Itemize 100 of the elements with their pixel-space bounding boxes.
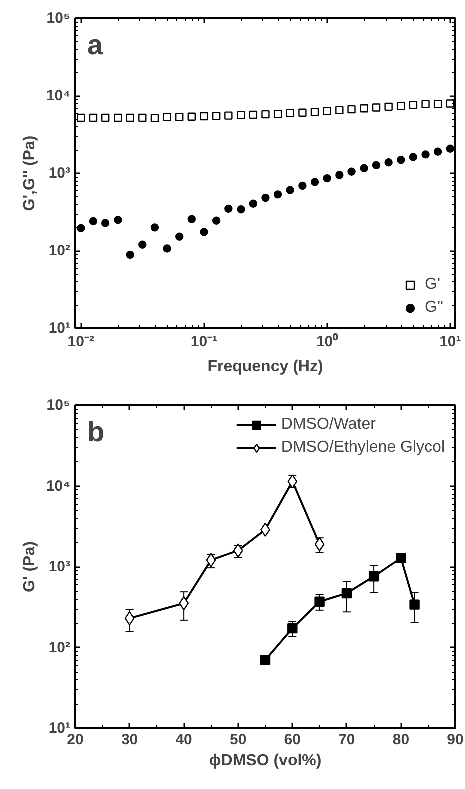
point — [126, 114, 134, 122]
point — [89, 114, 98, 122]
y-tick-label: 10⁵ — [46, 397, 71, 414]
point — [101, 114, 110, 122]
point — [188, 112, 196, 121]
point — [114, 216, 122, 224]
point — [434, 148, 442, 156]
annotation: a — [88, 30, 104, 60]
point — [288, 623, 298, 634]
point — [348, 105, 356, 114]
point — [360, 164, 368, 173]
point — [224, 112, 233, 120]
legend-label: DMSO/Ethylene Glycol — [281, 439, 445, 457]
point — [274, 190, 282, 199]
point — [384, 158, 393, 167]
x-tick-label: 40 — [176, 732, 192, 748]
point — [323, 107, 332, 116]
y-tick-label: 10² — [48, 242, 71, 260]
point — [422, 100, 430, 109]
y-axis-title: G' (Pa) — [21, 542, 38, 592]
legend-label: DMSO/Water — [281, 416, 376, 434]
point — [298, 182, 307, 190]
y-tick-label: 10⁵ — [46, 10, 71, 27]
point — [260, 655, 271, 666]
point — [310, 178, 320, 186]
x-tick-label: 20 — [67, 732, 84, 748]
legend-label: G' — [425, 276, 442, 294]
point — [138, 240, 147, 249]
point — [348, 168, 356, 176]
point — [150, 114, 160, 122]
point — [274, 110, 282, 118]
point — [360, 104, 368, 113]
point — [124, 611, 135, 626]
point — [310, 108, 320, 116]
point — [114, 114, 122, 122]
x-tick-label: 10¹ — [440, 334, 462, 350]
point — [237, 111, 246, 120]
point — [384, 102, 393, 112]
point — [372, 161, 381, 170]
point — [446, 144, 455, 153]
point — [397, 156, 406, 164]
point — [163, 244, 172, 253]
point — [368, 572, 380, 582]
point — [176, 113, 184, 122]
y-tick-label: 10⁴ — [46, 478, 71, 495]
point — [126, 250, 134, 260]
point — [262, 194, 270, 202]
y-tick-label: 10² — [48, 639, 71, 656]
legend-label: G'' — [425, 299, 445, 317]
x-tick-label: 70 — [338, 732, 356, 748]
point — [409, 153, 418, 162]
x-tick-label: 60 — [284, 732, 301, 748]
point — [163, 113, 172, 122]
point — [262, 110, 270, 119]
point — [101, 219, 110, 228]
x-tick-label: 80 — [392, 732, 410, 748]
point — [176, 232, 184, 241]
point — [298, 108, 307, 117]
point — [409, 101, 418, 110]
point — [200, 228, 208, 236]
point — [336, 171, 344, 180]
point — [138, 114, 147, 122]
point — [89, 217, 98, 226]
point — [77, 224, 86, 233]
x-tick-label: 10⁻¹ — [190, 334, 218, 350]
y-tick-label: 10³ — [48, 165, 71, 182]
x-tick-label: 90 — [447, 732, 464, 748]
y-tick-label: 10³ — [48, 558, 71, 576]
point — [422, 150, 430, 159]
point — [212, 216, 221, 225]
annotation: b — [88, 416, 105, 448]
point — [336, 106, 344, 114]
y-tick-label: 10⁴ — [46, 88, 71, 104]
point — [77, 114, 86, 122]
point — [286, 186, 294, 194]
point — [410, 600, 420, 610]
point — [314, 596, 325, 607]
x-tick-label: 30 — [121, 732, 138, 748]
point — [446, 100, 455, 108]
x-axis-title: ϕDMSO (vol%) — [209, 752, 322, 770]
point — [249, 110, 258, 120]
point — [179, 596, 190, 611]
x-tick-label: 50 — [230, 732, 247, 748]
point — [342, 588, 352, 599]
point — [434, 100, 442, 109]
point — [323, 174, 332, 183]
point — [397, 102, 406, 110]
x-tick-label: 10⁰ — [316, 332, 340, 350]
point — [224, 204, 233, 214]
point — [396, 553, 406, 564]
point — [188, 215, 196, 224]
point — [150, 224, 160, 232]
x-axis-title: Frequency (Hz) — [208, 358, 324, 376]
y-axis-title: G',G'' (Pa) — [21, 136, 38, 212]
point — [286, 109, 294, 118]
point — [200, 112, 208, 121]
point — [372, 104, 381, 112]
point — [212, 112, 221, 120]
point — [237, 206, 246, 214]
point — [249, 200, 258, 208]
